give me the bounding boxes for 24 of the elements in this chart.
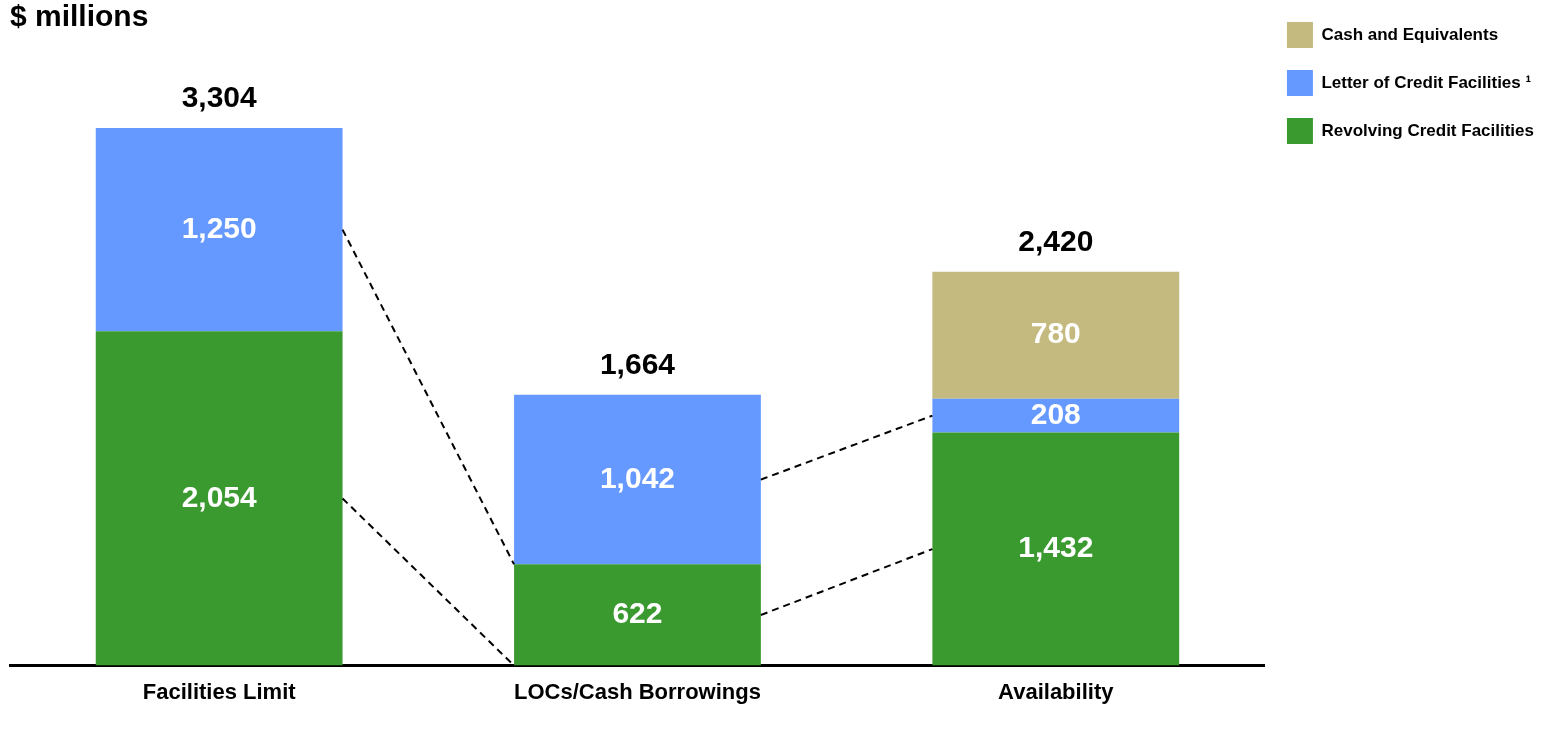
legend-label: Cash and Equivalents <box>1321 24 1499 44</box>
data-label: 1,432 <box>1018 530 1094 564</box>
total-label: 1,664 <box>599 347 676 381</box>
bar <box>932 432 1180 666</box>
data-label: 622 <box>612 596 663 630</box>
bar <box>932 271 1180 399</box>
bar <box>514 564 761 666</box>
x-tick-label: Availability <box>998 678 1115 704</box>
total-label: 3,304 <box>181 80 258 114</box>
bar <box>932 398 1180 433</box>
bar <box>514 394 761 565</box>
total-label: 2,420 <box>1018 224 1094 258</box>
data-label: 1,250 <box>181 210 257 244</box>
data-label: 2,054 <box>181 479 258 513</box>
x-tick-label: LOCs/Cash Borrowings <box>514 678 761 704</box>
legend-label: Letter of Credit Facilities ¹ <box>1321 72 1532 92</box>
chart-title: $ millions <box>10 0 149 33</box>
data-label: 1,042 <box>599 460 676 494</box>
data-label: 208 <box>1030 396 1081 430</box>
x-tick-label: Facilities Limit <box>142 678 297 704</box>
bar <box>95 331 343 666</box>
data-label: 780 <box>1030 316 1081 350</box>
bar <box>95 127 343 332</box>
legend-label: Revolving Credit Facilities <box>1321 120 1534 140</box>
